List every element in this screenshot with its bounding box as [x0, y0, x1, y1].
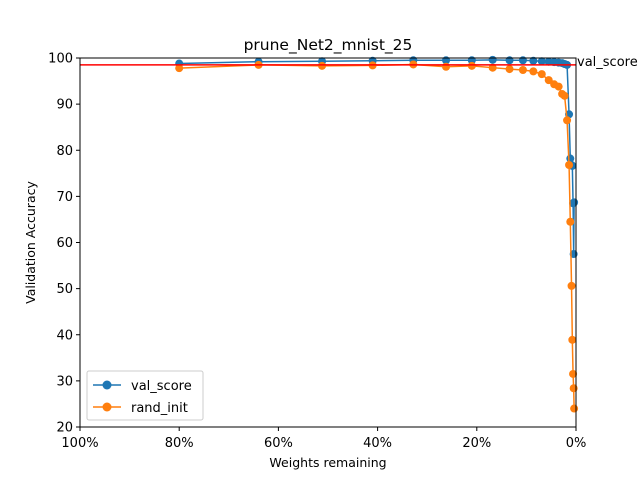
y-axis-label: Validation Accuracy [23, 181, 38, 304]
data-point-rand-init [554, 82, 563, 91]
data-point-rand-init [567, 281, 576, 290]
legend-rand-init-marker [102, 402, 112, 412]
data-point-rand-init [175, 64, 184, 73]
data-point-rand-init [566, 217, 575, 226]
x-axis-ticks: 100% 80% 60% 40% 20% 0% [61, 427, 586, 451]
legend-val-score-marker [102, 380, 112, 390]
x-tick-label: 0% [566, 436, 587, 451]
x-tick-label: 20% [462, 436, 491, 451]
x-tick-label: 40% [363, 436, 392, 451]
data-point-val-score [488, 55, 497, 64]
axes-frame [79, 57, 577, 428]
data-point-val-score [529, 56, 538, 65]
data-point-rand-init [568, 335, 577, 344]
x-tick-label: 80% [165, 436, 194, 451]
data-point-rand-init [537, 70, 546, 79]
y-tick-label: 90 [56, 98, 73, 113]
y-tick-label: 50 [56, 282, 73, 297]
data-point-rand-init [518, 65, 527, 74]
data-point-rand-init [529, 67, 538, 76]
data-point-val-score [570, 198, 579, 207]
plot-area [80, 55, 579, 413]
y-tick-label: 60 [56, 236, 73, 251]
y-tick-label: 30 [56, 374, 73, 389]
y-axis-ticks: 20 30 40 50 60 70 80 90 100 [48, 52, 80, 436]
data-point-rand-init [544, 76, 553, 85]
y-tick-label: 70 [56, 190, 73, 205]
data-point-rand-init [318, 61, 327, 70]
data-point-rand-init [442, 62, 451, 71]
data-point-rand-init [467, 61, 476, 70]
reference-line-label: val_score [577, 55, 638, 70]
x-axis-label: Weights remaining [269, 455, 386, 470]
data-point-rand-init [570, 404, 579, 413]
y-tick-label: 40 [56, 328, 73, 343]
y-tick-label: 20 [56, 421, 73, 436]
data-point-rand-init [488, 63, 497, 72]
y-tick-label: 100 [48, 52, 73, 67]
legend: val_score rand_init [86, 370, 204, 421]
y-tick-label: 80 [56, 144, 73, 159]
data-point-val-score [537, 57, 546, 66]
data-point-rand-init [565, 161, 574, 170]
data-point-rand-init [569, 369, 578, 378]
legend-val-score-label: val_score [131, 379, 192, 394]
chart-title: prune_Net2_mnist_25 [244, 36, 413, 55]
x-tick-label: 100% [61, 436, 98, 451]
data-point-rand-init [505, 65, 514, 74]
data-point-rand-init [560, 91, 569, 100]
legend-rand-init-label: rand_init [131, 401, 188, 416]
x-tick-label: 60% [264, 436, 293, 451]
data-point-rand-init [563, 116, 572, 125]
